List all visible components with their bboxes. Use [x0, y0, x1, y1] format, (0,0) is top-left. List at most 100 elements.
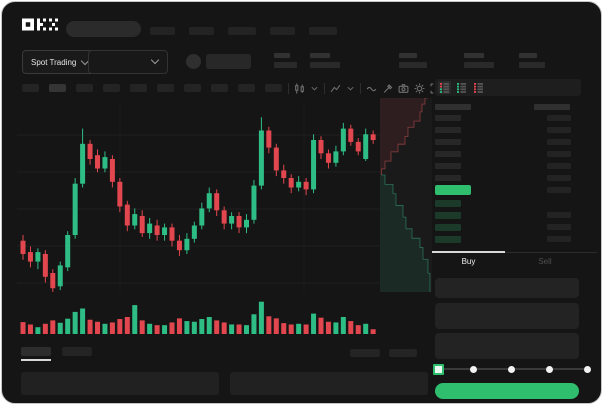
timeframe-buttons: [22, 84, 282, 92]
orderbook-last-price[interactable]: [435, 185, 471, 195]
ticker-stat: [274, 53, 297, 68]
ticker-stat: [310, 53, 340, 68]
bottom-tab-order-history[interactable]: [62, 347, 92, 356]
tab-buy[interactable]: Buy: [461, 257, 476, 266]
camera-icon[interactable]: [398, 83, 409, 94]
okx-logo[interactable]: [22, 18, 64, 34]
orderbook-toolbar: [435, 79, 581, 96]
bottom-panel: [230, 372, 428, 395]
timeframe-button[interactable]: [184, 84, 201, 92]
divider: [324, 82, 325, 94]
divider: [360, 82, 361, 94]
book-bids-icon[interactable]: [455, 81, 468, 94]
timeframe-button[interactable]: [22, 84, 39, 92]
slider-step-dot[interactable]: [469, 366, 477, 373]
orderbook-bid-amount: [547, 212, 571, 218]
orderbook-ask-amount: [547, 115, 571, 121]
book-combined-icon[interactable]: [438, 81, 451, 94]
coin-avatar[interactable]: [186, 54, 201, 69]
order-amount-field[interactable]: [435, 303, 579, 329]
bottom-panel: [21, 372, 219, 395]
timeframe-button[interactable]: [49, 84, 66, 92]
nav-item-placeholder[interactable]: [189, 26, 214, 35]
stat-value-placeholder: [519, 62, 545, 68]
timeframe-button[interactable]: [157, 84, 174, 92]
orderbook-ask-row[interactable]: [435, 151, 461, 157]
orderbook-bid-row[interactable]: [435, 224, 461, 231]
stat-label-placeholder: [399, 53, 417, 58]
stat-value-placeholder: [274, 62, 297, 68]
orderbook-bid-amount: [547, 236, 571, 242]
slider-step-dot[interactable]: [545, 366, 553, 373]
pair-selector[interactable]: [88, 50, 168, 74]
orderbook-ask-row[interactable]: [435, 115, 461, 121]
timeframe-button[interactable]: [103, 84, 120, 92]
last-price-placeholder: [206, 54, 251, 69]
orderbook-ask-amount: [547, 151, 571, 157]
orderbook-ask-row[interactable]: [435, 175, 461, 181]
candlestick-chart[interactable]: [17, 98, 383, 338]
timeframe-button[interactable]: [130, 84, 147, 92]
ticker-stat: [519, 53, 545, 68]
chevron-down-icon[interactable]: [346, 84, 355, 93]
orderbook-bid-row[interactable]: [435, 200, 461, 207]
stat-value-placeholder: [464, 62, 494, 68]
slider-step-dot[interactable]: [583, 366, 591, 373]
buy-tab-indicator: [432, 251, 505, 253]
orderbook-ask-row[interactable]: [435, 163, 461, 169]
timeframe-button[interactable]: [76, 84, 93, 92]
orderbook-ask-row[interactable]: [435, 139, 461, 145]
slider-handle[interactable]: [433, 364, 444, 375]
bottom-tab-open-orders[interactable]: [21, 347, 51, 356]
stat-label-placeholder: [274, 53, 290, 58]
orderbook-ask-row[interactable]: [435, 127, 461, 133]
stat-label-placeholder: [464, 53, 484, 58]
nav-item-placeholder[interactable]: [228, 26, 256, 35]
stat-value-placeholder: [399, 62, 427, 68]
ticker-stat: [399, 53, 427, 68]
ticker-stat: [464, 53, 494, 68]
candle-style-icon[interactable]: [294, 83, 305, 94]
timeframe-button[interactable]: [211, 84, 228, 92]
bottom-right-pill[interactable]: [350, 349, 380, 357]
settings-icon[interactable]: [414, 83, 425, 94]
orderbook-bid-amount: [547, 224, 571, 230]
orderbook-ask-amount: [547, 175, 571, 181]
orderbook-bid-row[interactable]: [435, 236, 461, 243]
chevron-down-icon[interactable]: [310, 84, 319, 93]
nav-item-placeholder[interactable]: [270, 26, 295, 35]
tab-sell[interactable]: Sell: [538, 257, 552, 266]
sell-tab-indicator: [505, 252, 597, 253]
orderbook-header-price: [435, 104, 471, 110]
search-input[interactable]: [66, 21, 141, 37]
top-nav: [150, 26, 337, 35]
slider-step-dot[interactable]: [507, 366, 515, 373]
orderbook-ask-amount: [547, 127, 571, 133]
orderbook-ask-amount: [547, 139, 571, 145]
chart-tools: [288, 81, 441, 95]
line-tool-icon[interactable]: [366, 83, 377, 94]
orderbook-bid-row[interactable]: [435, 212, 461, 219]
orderbook-last-amount: [547, 187, 571, 193]
bottom-right-pill[interactable]: [389, 349, 417, 357]
book-asks-icon[interactable]: [472, 81, 485, 94]
draw-tool-icon[interactable]: [382, 83, 393, 94]
nav-item-placeholder[interactable]: [309, 26, 337, 35]
divider: [288, 82, 289, 94]
timeframe-button[interactable]: [265, 84, 282, 92]
stat-value-placeholder: [310, 62, 340, 68]
order-total-field[interactable]: [435, 333, 579, 359]
timeframe-button[interactable]: [238, 84, 255, 92]
depth-chart: [380, 97, 432, 292]
stat-label-placeholder: [519, 53, 537, 58]
nav-item-placeholder[interactable]: [150, 26, 175, 35]
orderbook-header-amount: [534, 104, 570, 110]
market-type-selector[interactable]: Spot Trading: [22, 50, 98, 74]
order-price-field[interactable]: [435, 278, 579, 298]
orderbook-ask-amount: [547, 163, 571, 169]
bottom-tab-active-underline: [21, 359, 51, 361]
indicators-icon[interactable]: [330, 83, 341, 94]
stat-label-placeholder: [310, 53, 330, 58]
buy-submit-button[interactable]: [435, 383, 579, 399]
